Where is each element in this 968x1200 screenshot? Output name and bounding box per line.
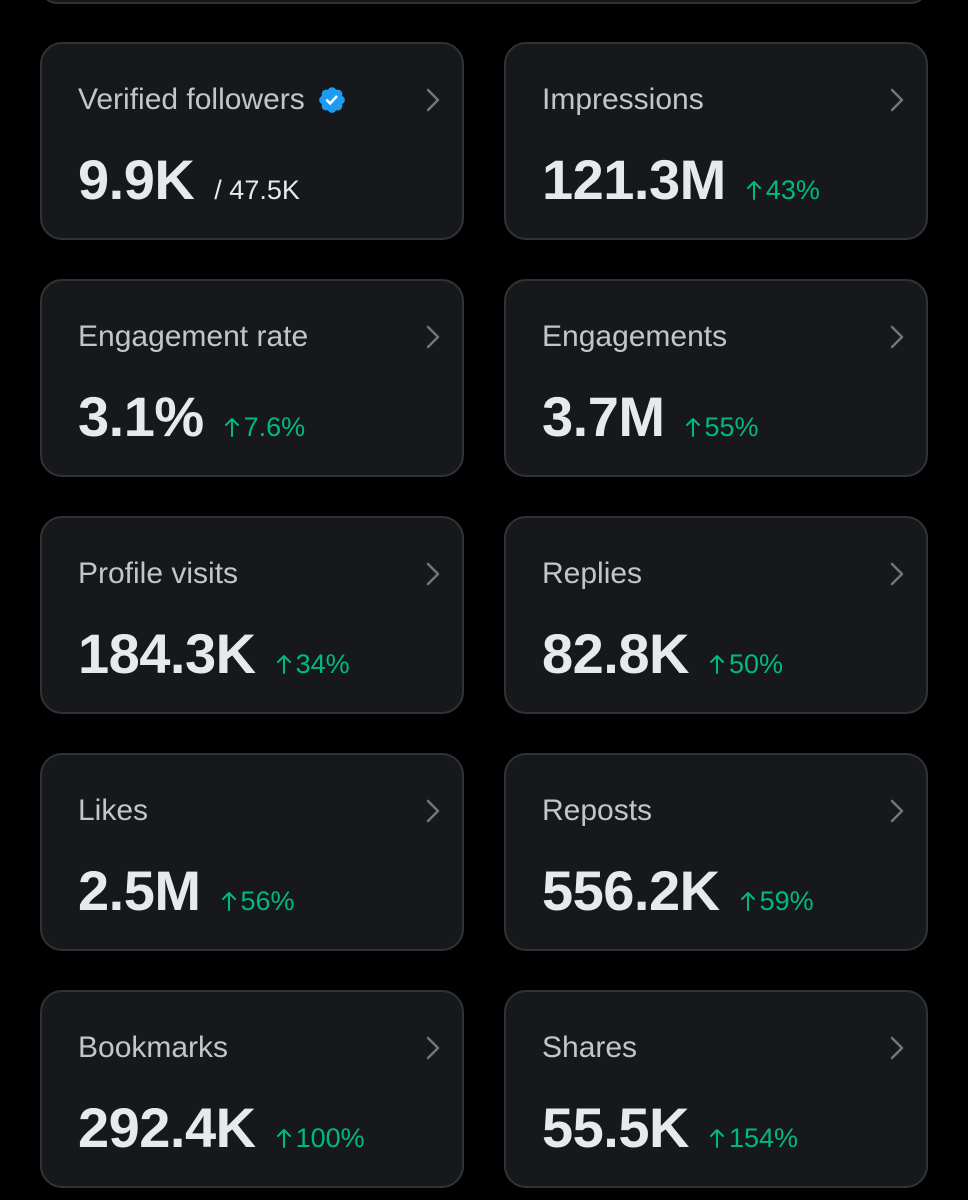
arrow-up-icon xyxy=(276,655,291,674)
metric-value: 2.5M xyxy=(78,859,201,922)
metric-value-row: 55.5K 154% xyxy=(542,1096,798,1160)
arrow-up-icon xyxy=(224,418,239,437)
metric-change-value: 50% xyxy=(728,649,783,679)
metric-label: Likes xyxy=(78,794,149,827)
metric-value-row: 292.4K 100% xyxy=(78,1096,365,1160)
metric-change-value: 100% xyxy=(295,1123,365,1153)
metric-card-shares[interactable]: Shares 55.5K 154% xyxy=(504,990,928,1188)
metric-value: 9.9K xyxy=(78,148,195,211)
metric-label: Engagement rate xyxy=(78,320,309,353)
arrow-up-icon xyxy=(221,892,236,911)
arrow-up-icon xyxy=(746,181,761,200)
metric-change: 43% xyxy=(746,175,820,206)
metric-value: 184.3K xyxy=(78,622,256,685)
metric-label-row: Engagements xyxy=(542,319,727,355)
metric-card-engagements[interactable]: Engagements 3.7M 55% xyxy=(504,279,928,477)
metric-change-value: 56% xyxy=(240,886,295,916)
metric-change: 56% xyxy=(221,886,295,917)
metric-change: 100% xyxy=(276,1123,365,1154)
metric-value: 82.8K xyxy=(542,622,689,685)
metric-change: 55% xyxy=(685,412,759,443)
metric-label: Bookmarks xyxy=(78,1031,229,1064)
metric-card-bookmarks[interactable]: Bookmarks 292.4K 100% xyxy=(40,990,464,1188)
metric-value-row: 9.9K / 47.5K xyxy=(78,148,300,212)
metric-total: / 47.5K xyxy=(214,175,300,205)
metric-change: 154% xyxy=(709,1123,798,1154)
metric-label-row: Engagement rate xyxy=(78,319,308,355)
metric-value: 55.5K xyxy=(542,1096,689,1159)
metric-change: 59% xyxy=(740,886,814,917)
metric-label: Reposts xyxy=(542,794,653,827)
metric-value-row: 3.1% 7.6% xyxy=(78,385,305,449)
arrow-up-icon xyxy=(740,892,755,911)
arrow-up-icon xyxy=(685,418,700,437)
metric-change-value: 59% xyxy=(759,886,814,916)
chevron-right-icon xyxy=(890,799,904,823)
metric-change-value: 43% xyxy=(765,175,820,205)
metric-label-row: Verified followers xyxy=(78,82,347,118)
metric-value: 121.3M xyxy=(542,148,726,211)
metric-change-value: 55% xyxy=(704,412,759,442)
chevron-right-icon xyxy=(426,88,440,112)
metric-value: 292.4K xyxy=(78,1096,256,1159)
metric-label-row: Shares xyxy=(542,1030,637,1066)
metric-label: Engagements xyxy=(542,320,728,353)
metric-card-likes[interactable]: Likes 2.5M 56% xyxy=(40,753,464,951)
chevron-right-icon xyxy=(890,562,904,586)
metric-label: Verified followers xyxy=(78,83,305,116)
arrow-up-icon xyxy=(276,1129,291,1148)
metric-label-row: Replies xyxy=(542,556,642,592)
metric-value-row: 82.8K 50% xyxy=(542,622,783,686)
metric-label-row: Profile visits xyxy=(78,556,238,592)
chevron-right-icon xyxy=(890,88,904,112)
metric-value-row: 184.3K 34% xyxy=(78,622,350,686)
arrow-up-icon xyxy=(709,655,724,674)
metric-change: 7.6% xyxy=(224,412,306,443)
metric-card-replies[interactable]: Replies 82.8K 50% xyxy=(504,516,928,714)
metric-change: 50% xyxy=(709,649,783,680)
metric-value-row: 556.2K 59% xyxy=(542,859,814,923)
metric-value: 3.1% xyxy=(78,385,204,448)
metric-value: 3.7M xyxy=(542,385,665,448)
metric-card-reposts[interactable]: Reposts 556.2K 59% xyxy=(504,753,928,951)
chevron-right-icon xyxy=(890,325,904,349)
chevron-right-icon xyxy=(426,1036,440,1060)
metric-card-engagement-rate[interactable]: Engagement rate 3.1% 7.6% xyxy=(40,279,464,477)
metric-label: Profile visits xyxy=(78,557,239,590)
metric-label-row: Reposts xyxy=(542,793,652,829)
metric-label: Shares xyxy=(542,1031,638,1064)
chevron-right-icon xyxy=(426,325,440,349)
previous-card[interactable] xyxy=(40,0,928,4)
metrics-grid: Verified followers 9.9K / 47.5K Impressi… xyxy=(40,42,928,1188)
arrow-up-icon xyxy=(709,1129,724,1148)
metric-change: 34% xyxy=(276,649,350,680)
metric-change-value: 34% xyxy=(295,649,350,679)
metric-value: 556.2K xyxy=(542,859,720,922)
metric-label: Impressions xyxy=(542,83,704,116)
verified-badge-icon xyxy=(318,87,345,113)
chevron-right-icon xyxy=(426,799,440,823)
metric-label-row: Impressions xyxy=(542,82,704,118)
metric-change-value: 7.6% xyxy=(243,412,306,442)
metric-value-row: 2.5M 56% xyxy=(78,859,295,923)
chevron-right-icon xyxy=(426,562,440,586)
metric-value-row: 121.3M 43% xyxy=(542,148,820,212)
metric-label: Replies xyxy=(542,557,643,590)
metric-card-impressions[interactable]: Impressions 121.3M 43% xyxy=(504,42,928,240)
metric-change-value: 154% xyxy=(728,1123,798,1153)
metric-value-row: 3.7M 55% xyxy=(542,385,759,449)
metric-label-row: Bookmarks xyxy=(78,1030,228,1066)
metric-card-verified-followers[interactable]: Verified followers 9.9K / 47.5K xyxy=(40,42,464,240)
metric-card-profile-visits[interactable]: Profile visits 184.3K 34% xyxy=(40,516,464,714)
chevron-right-icon xyxy=(890,1036,904,1060)
metric-label-row: Likes xyxy=(78,793,148,829)
